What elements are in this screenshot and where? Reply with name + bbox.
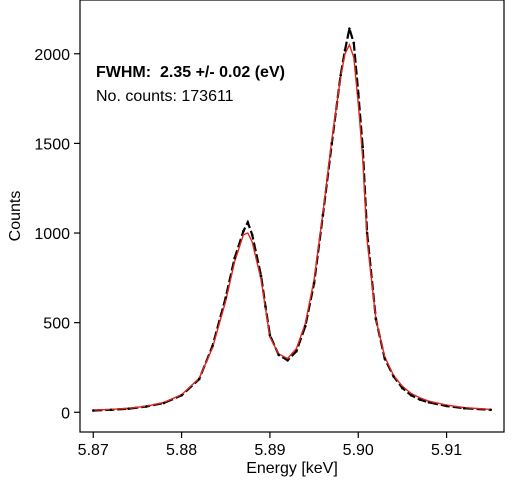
data-point [264, 305, 267, 308]
data-point [312, 281, 316, 285]
y-tick-label: 0 [61, 405, 70, 422]
data-point [462, 407, 466, 410]
plot-frame [79, 0, 505, 433]
data-point [427, 401, 431, 404]
data-point [330, 142, 334, 145]
x-tick-label: 5.90 [343, 442, 374, 459]
data-point [286, 359, 289, 362]
data-point [92, 409, 95, 412]
data-point [401, 386, 404, 390]
data-point [242, 229, 245, 233]
data-point [365, 231, 369, 235]
data-point [127, 407, 130, 411]
data-point [250, 233, 254, 237]
data-point [268, 333, 272, 337]
x-tick-label: 5.91 [431, 442, 462, 459]
data-point [348, 27, 351, 31]
data-point [343, 48, 347, 52]
data-point [374, 317, 378, 321]
y-tick-label: 2000 [34, 47, 70, 64]
data-point [361, 145, 365, 149]
data-point [304, 324, 307, 328]
data-point [383, 357, 387, 360]
data-point [277, 353, 281, 357]
data-point [180, 394, 183, 397]
data-point [445, 404, 448, 408]
x-tick-label: 5.89 [254, 442, 285, 459]
data-point [489, 408, 493, 412]
data-point [197, 377, 201, 381]
data-point [259, 274, 263, 278]
data-points [92, 27, 493, 412]
y-axis-label: Counts [7, 191, 24, 242]
data-point [162, 401, 166, 405]
y-tick-label: 1000 [34, 226, 70, 243]
data-point [109, 408, 113, 412]
data-point [211, 344, 214, 348]
x-tick-label: 5.88 [166, 442, 197, 459]
data-point [352, 41, 356, 45]
fwhm-annotation: FWHM: 2.35 +/- 0.02 (eV) [96, 64, 285, 81]
data-point [357, 91, 360, 95]
fit-series-line [93, 42, 491, 411]
y-tick-label: 1500 [34, 136, 70, 153]
data-point [224, 296, 227, 299]
data-point [339, 74, 342, 77]
data-point [321, 213, 325, 217]
counts-annotation: No. counts: 173611 [96, 88, 234, 105]
x-tick-label: 5.87 [78, 442, 109, 459]
data-point [295, 350, 298, 353]
x-axis-label: Energy [keV] [246, 460, 338, 477]
data-point [233, 256, 236, 260]
data-point [246, 221, 250, 224]
data-point [418, 398, 422, 402]
data-point [145, 405, 148, 408]
y-tick-label: 500 [43, 316, 70, 333]
data-point [409, 394, 413, 397]
data-point [392, 375, 395, 378]
axis-ticks: 5.87 5.88 5.89 5.90 5.91 0 500 1000 1500 2000 [34, 47, 462, 459]
